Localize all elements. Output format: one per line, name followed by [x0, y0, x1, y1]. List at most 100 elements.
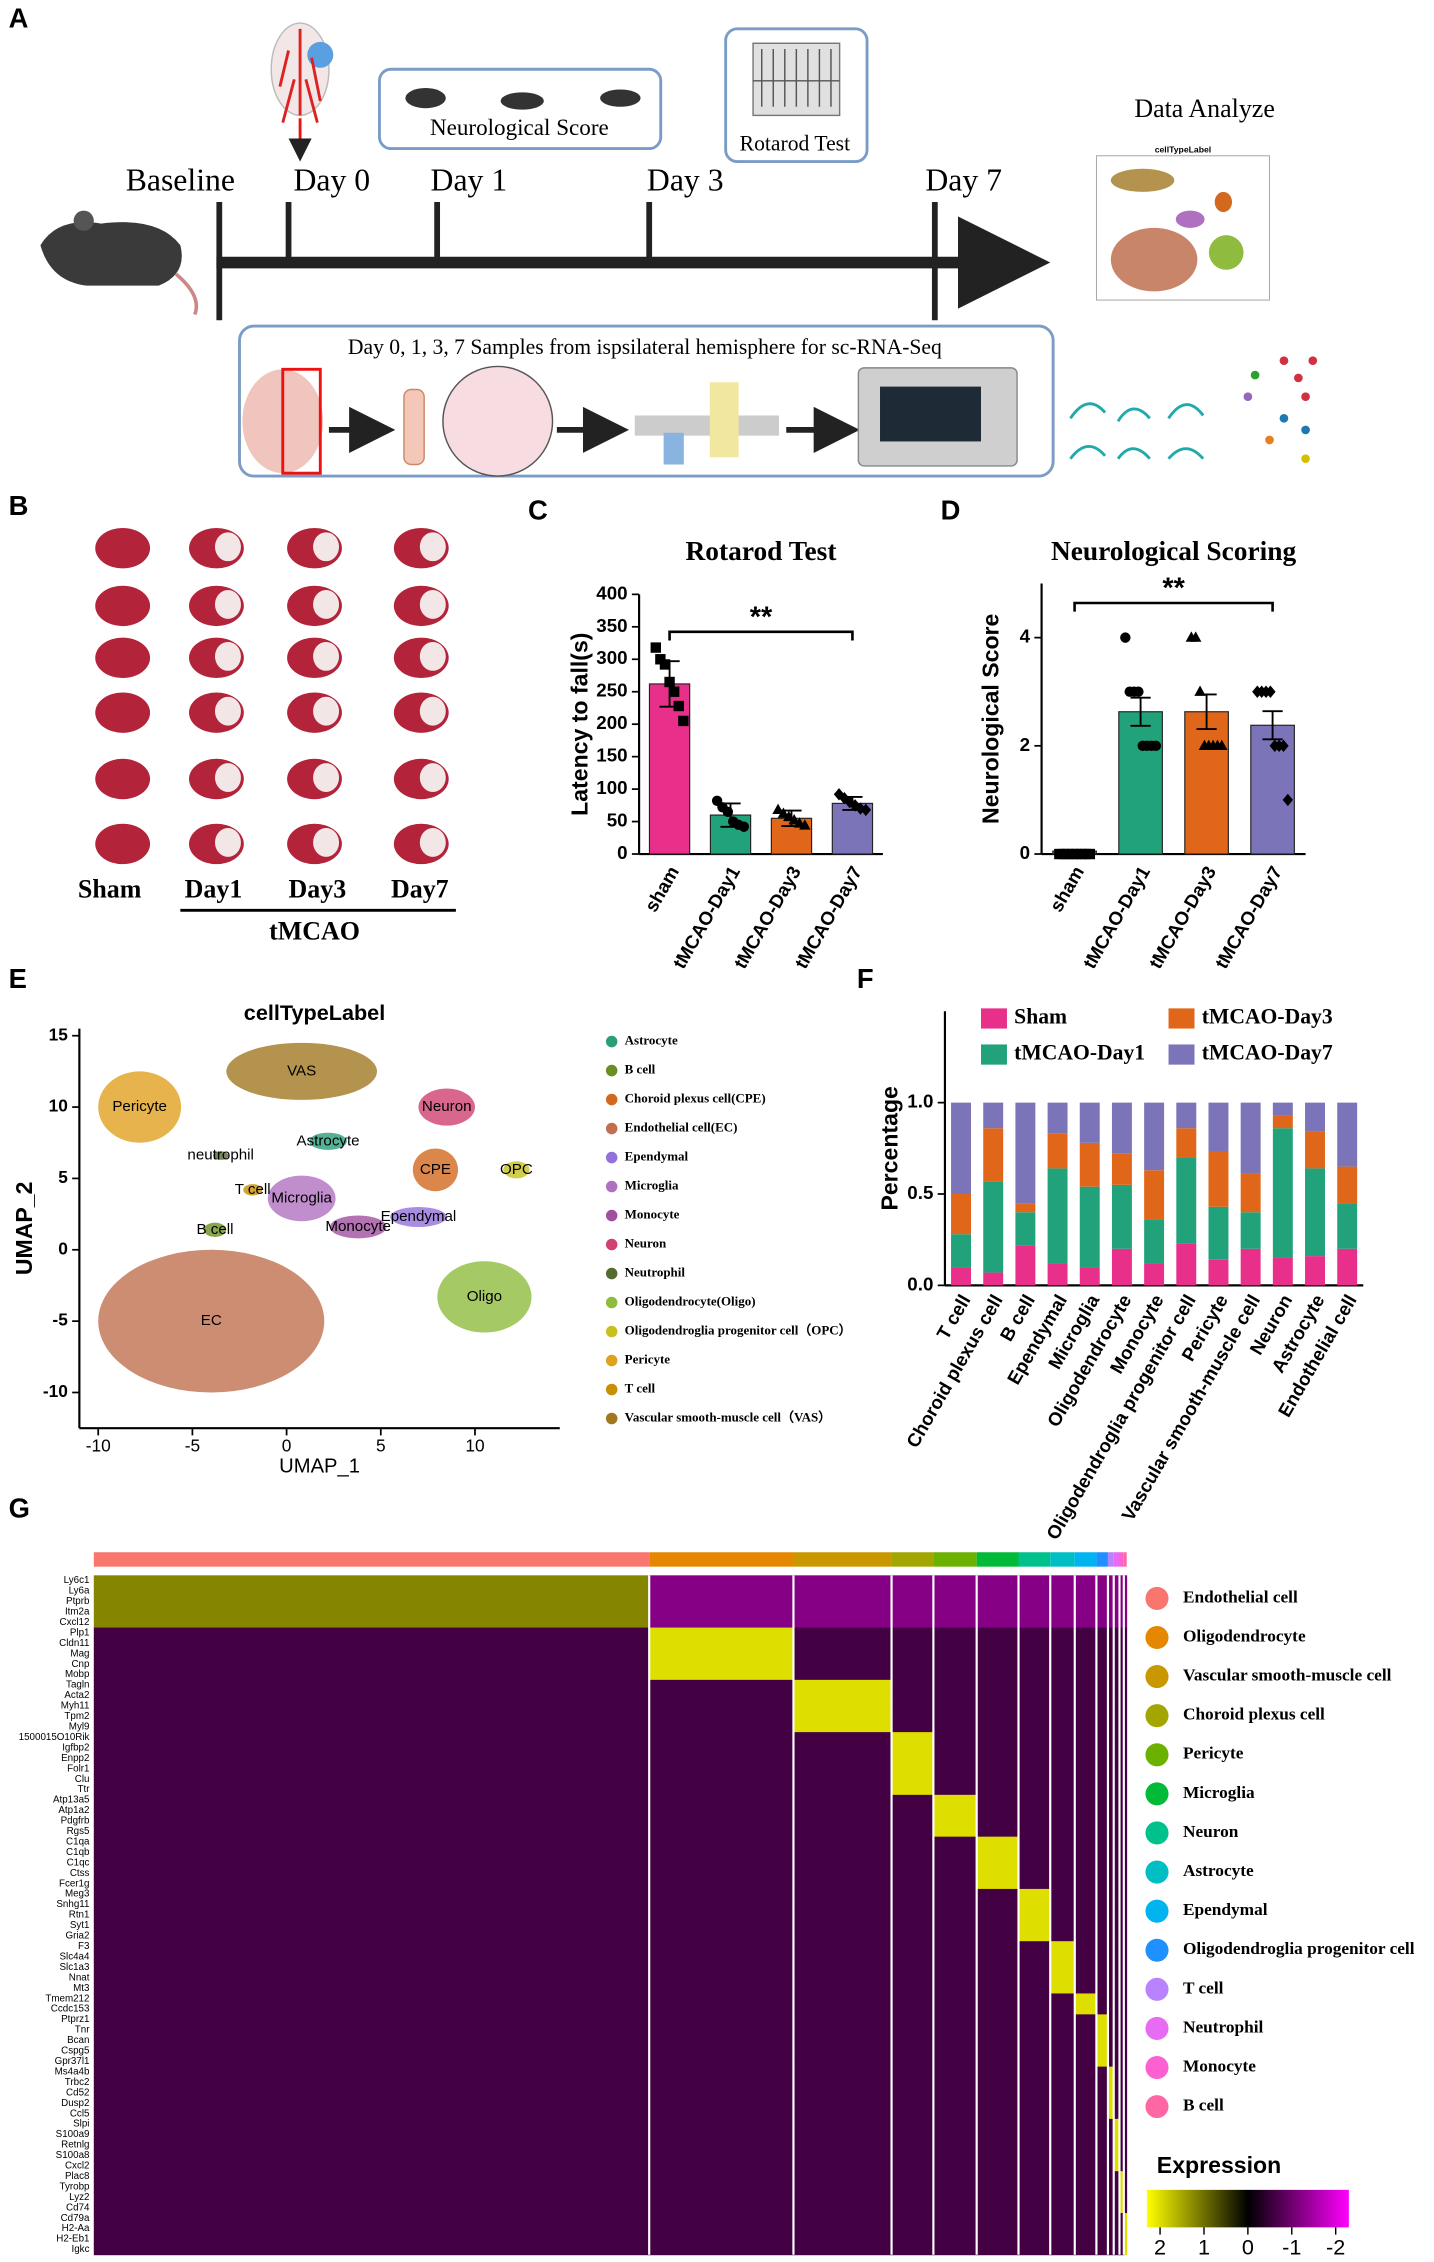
- heatmap-cell: [891, 2045, 934, 2057]
- heatmap-cell: [1123, 2014, 1128, 2026]
- heatmap-cell: [976, 2097, 1019, 2109]
- gene-label: Cd74: [66, 2202, 90, 2213]
- heatmap-cell: [1096, 1930, 1109, 1942]
- x-tick-label: -5: [185, 1436, 200, 1456]
- heatmap-cell: [933, 2118, 978, 2130]
- gene-label: Cnp: [71, 1659, 90, 1670]
- heatmap-cell: [1050, 2056, 1076, 2068]
- heatmap-cell: [933, 2087, 978, 2099]
- heatmap-cell: [1074, 2244, 1097, 2256]
- significance-bracket: [668, 630, 854, 641]
- heatmap-cell: [1096, 1700, 1109, 1712]
- heatmap-cell: [649, 2139, 794, 2151]
- cluster-bar: [891, 1552, 934, 1567]
- heatmap-cell: [891, 1732, 934, 1744]
- heatmap-cell: [1119, 2223, 1125, 2235]
- heatmap-cell: [1123, 1826, 1128, 1838]
- point: [783, 810, 795, 822]
- heatmap-cell: [1119, 1857, 1125, 1869]
- heatmap-cell: [1074, 1648, 1097, 1660]
- heatmap-cell: [1107, 2160, 1115, 2172]
- gene-label: Tagln: [66, 1680, 89, 1691]
- heatmap-cell: [649, 2212, 794, 2224]
- heatmap-cell: [1107, 1753, 1115, 1764]
- heatmap-cell: [1018, 1784, 1051, 1796]
- heatmap-cell: [1119, 2035, 1125, 2047]
- heatmap-cell: [649, 1638, 794, 1649]
- legend-label: Vascular smooth-muscle cell（VAS）: [625, 1409, 832, 1424]
- point: [860, 803, 872, 817]
- heatmap-cell: [1107, 1815, 1115, 1827]
- heatmap-cell: [93, 1606, 650, 1618]
- heatmap-cell: [1096, 1732, 1109, 1744]
- heatmap-cell: [1050, 2202, 1076, 2214]
- cluster-bar: [1123, 1552, 1127, 1567]
- heatmap-cell: [891, 2150, 934, 2162]
- cluster-label: Pericyte: [112, 1098, 167, 1115]
- heatmap-cell: [1107, 2077, 1115, 2088]
- cluster-label: B cell: [197, 1221, 234, 1238]
- heatmap-cell: [93, 1700, 650, 1712]
- legend-label: Ependymal: [625, 1149, 689, 1164]
- heatmap-cell: [93, 1972, 650, 1984]
- heatmap-cell: [1018, 2181, 1051, 2193]
- heatmap-cell: [649, 2129, 794, 2141]
- heatmap-cell: [1096, 2014, 1109, 2026]
- bar-segment: [1015, 1212, 1036, 1246]
- heatmap-cell: [93, 1596, 650, 1608]
- heatmap-cell: [891, 1868, 934, 1879]
- mouse: [40, 222, 182, 286]
- heatmap-cell: [1123, 1606, 1128, 1618]
- heatmap-cell: [891, 2244, 934, 2256]
- heatmap-cell: [1119, 2077, 1125, 2088]
- y-tick-label: 2: [1020, 734, 1030, 755]
- heatmap-cell: [793, 2233, 892, 2245]
- heatmap-cell: [1074, 2171, 1097, 2183]
- heatmap-cell: [793, 1742, 892, 1754]
- heatmap-cell: [1018, 1836, 1051, 1848]
- heatmap-cell: [976, 1962, 1019, 1973]
- heatmap-cell: [1113, 2003, 1120, 2015]
- y-tick-label: 4: [1020, 626, 1031, 647]
- gene-label: Trbc2: [65, 2077, 90, 2088]
- heatmap-cell: [1074, 1669, 1097, 1681]
- legend-label: Oligodendroglia progenitor cell（OPC）: [625, 1323, 852, 1338]
- heatmap-cell: [1096, 1658, 1109, 1670]
- heatmap-cell: [1096, 1847, 1109, 1858]
- heatmap-cell: [1096, 1784, 1109, 1796]
- heatmap-cell: [1050, 1721, 1076, 1733]
- heatmap-cell: [1050, 2181, 1076, 2193]
- heatmap-cell: [1113, 2056, 1120, 2068]
- heatmap-cell: [1113, 1993, 1120, 2005]
- heatmap-cell: [1074, 1972, 1097, 1984]
- heatmap-cell: [1123, 1784, 1128, 1796]
- heatmap-cell: [1074, 1899, 1097, 1911]
- heatmap-cell: [1096, 2181, 1109, 2193]
- heatmap-cell: [1074, 1868, 1097, 1879]
- heatmap-cell: [793, 2035, 892, 2047]
- legend-marker: [605, 1180, 618, 1193]
- thumbnail-blob: [1110, 168, 1175, 192]
- heatmap-cell: [649, 2192, 794, 2203]
- heatmap-cell: [933, 1773, 978, 1785]
- heatmap-cell: [1074, 1888, 1097, 1900]
- legend-marker: [605, 1064, 618, 1077]
- heatmap-cell: [1113, 1826, 1120, 1838]
- heatmap-cell: [1113, 1920, 1120, 1932]
- heatmap-cell: [976, 1648, 1019, 1660]
- heatmap-cell: [891, 2181, 934, 2193]
- heatmap-cell: [649, 1857, 794, 1869]
- heatmap-cell: [1074, 1857, 1097, 1869]
- gene-label: Plac8: [65, 2171, 90, 2182]
- heatmap-cell: [891, 1962, 934, 1973]
- heatmap-cell: [976, 1773, 1019, 1785]
- gene-label: Ly6c1: [64, 1575, 90, 1586]
- heatmap-cell: [649, 1773, 794, 1785]
- x-tick-label: sham: [640, 862, 683, 915]
- heatmap-cell: [93, 2066, 650, 2078]
- heatmap-cell: [1018, 2097, 1051, 2109]
- gene-label: Atp13a5: [53, 1795, 90, 1806]
- heatmap-cell: [891, 1721, 934, 1733]
- heatmap-cell: [891, 1711, 934, 1723]
- cluster: [98, 1071, 182, 1143]
